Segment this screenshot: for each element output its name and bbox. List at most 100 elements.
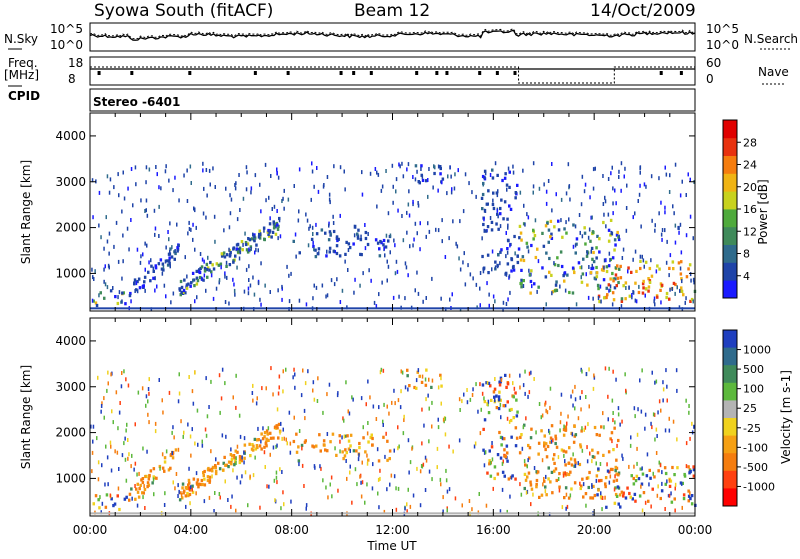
- data-cell: [128, 294, 132, 298]
- data-cell: [511, 474, 514, 478]
- data-cell: [680, 260, 683, 264]
- data-cell: [356, 234, 360, 238]
- data-cell: [640, 409, 643, 414]
- data-cell: [593, 493, 597, 498]
- data-cell: [147, 412, 149, 417]
- data-cell: [468, 499, 471, 503]
- data-cell: [228, 247, 230, 252]
- data-cell: [177, 494, 179, 498]
- data-cell: [362, 271, 364, 276]
- freq-tick-low: 8: [68, 72, 76, 86]
- data-cell: [344, 187, 346, 192]
- data-cell: [142, 446, 144, 451]
- data-cell: [591, 263, 593, 268]
- data-cell: [314, 248, 317, 252]
- data-cell: [164, 491, 166, 496]
- y-tick-label: 2000: [55, 221, 86, 235]
- data-cell: [346, 476, 348, 481]
- data-cell: [230, 504, 232, 509]
- data-cell: [554, 437, 558, 441]
- data-cell: [139, 260, 142, 265]
- data-cell: [632, 215, 634, 220]
- data-cell: [324, 231, 327, 235]
- data-cell: [572, 403, 574, 408]
- data-cell: [269, 436, 273, 440]
- data-cell: [602, 220, 605, 225]
- data-cell: [614, 465, 617, 469]
- data-cell: [388, 457, 391, 461]
- data-cell: [182, 290, 185, 294]
- data-cell: [195, 269, 198, 273]
- data-cell: [241, 248, 244, 252]
- data-cell: [338, 254, 342, 258]
- velocity-colorbar-label: Velocity [m s-1]: [779, 370, 793, 464]
- data-cell: [310, 197, 312, 202]
- data-cell: [513, 386, 516, 391]
- data-cell: [585, 272, 587, 277]
- data-cell: [254, 173, 257, 178]
- data-cell: [532, 228, 535, 232]
- data-cell: [510, 475, 513, 480]
- data-cell: [285, 437, 287, 442]
- data-cell: [596, 283, 600, 287]
- data-cell: [224, 479, 226, 484]
- data-cell: [179, 293, 182, 297]
- data-cell: [593, 276, 597, 280]
- data-cell: [207, 255, 209, 260]
- data-cell: [203, 469, 206, 474]
- data-cell: [196, 295, 198, 300]
- data-cell: [562, 449, 565, 453]
- data-cell: [463, 251, 465, 256]
- data-cell: [345, 380, 347, 385]
- data-cell: [382, 368, 385, 373]
- data-cell: [305, 302, 308, 307]
- data-cell: [150, 258, 152, 263]
- data-cell: [671, 465, 674, 470]
- nave-line: [90, 66, 695, 84]
- data-cell: [587, 485, 590, 490]
- data-cell: [502, 217, 505, 221]
- data-cell: [503, 448, 506, 452]
- data-cell: [285, 367, 287, 372]
- data-cell: [425, 458, 428, 463]
- data-cell: [140, 478, 143, 482]
- data-cell: [326, 449, 329, 453]
- data-cell: [228, 225, 231, 230]
- data-cell: [617, 473, 620, 477]
- data-cell: [205, 376, 207, 381]
- data-cell: [154, 429, 157, 434]
- data-cell: [262, 426, 264, 431]
- data-cell: [240, 240, 244, 244]
- data-cell: [97, 498, 100, 502]
- data-cell: [534, 255, 538, 260]
- data-cell: [427, 194, 429, 199]
- data-cell: [508, 170, 511, 174]
- data-cell: [641, 508, 644, 513]
- data-cell: [414, 177, 417, 182]
- data-cell: [260, 439, 262, 444]
- data-cell: [322, 439, 326, 443]
- data-cell: [428, 229, 431, 234]
- data-cell: [486, 202, 489, 206]
- data-cell: [506, 247, 509, 251]
- data-cell: [658, 176, 660, 181]
- data-cell: [692, 465, 695, 469]
- data-cell: [427, 178, 429, 182]
- data-cell: [692, 468, 696, 472]
- data-cell: [113, 244, 115, 249]
- data-cell: [354, 467, 357, 472]
- data-cell: [634, 414, 636, 419]
- y-tick-label: 2000: [55, 426, 86, 440]
- data-cell: [536, 470, 540, 474]
- data-cell: [541, 458, 544, 463]
- data-cell: [108, 265, 110, 270]
- data-cell: [135, 288, 138, 292]
- data-cell: [205, 433, 208, 438]
- data-cell: [372, 462, 374, 467]
- data-cell: [630, 474, 633, 478]
- data-cell: [637, 407, 639, 412]
- data-cell: [104, 264, 106, 269]
- data-cell: [91, 298, 94, 303]
- data-cell: [214, 466, 217, 470]
- data-cell: [257, 426, 259, 431]
